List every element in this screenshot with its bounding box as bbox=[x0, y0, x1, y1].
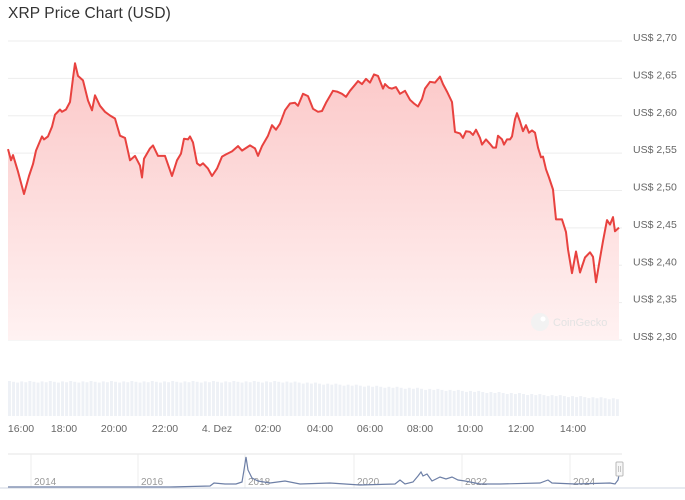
y-tick-label: US$ 2,60 bbox=[633, 107, 677, 119]
x-tick-label: 04:00 bbox=[307, 423, 333, 435]
navigator-year-label: 2014 bbox=[34, 477, 57, 488]
y-tick-label: US$ 2,55 bbox=[633, 144, 677, 156]
navigator-year-label: 2024 bbox=[573, 477, 596, 488]
navigator-year-gridlines: 2014 2016 2018 2020 2022 2024 bbox=[30, 454, 596, 488]
x-tick-label: 16:00 bbox=[8, 423, 34, 435]
x-axis-labels: 16:00 18:00 20:00 22:00 4. Dez 02:00 04:00 06:0… bbox=[8, 423, 586, 435]
x-tick-label: 18:00 bbox=[51, 423, 77, 435]
navigator[interactable]: 2014 2016 2018 2020 2022 2024 bbox=[0, 453, 685, 489]
navigator-range-handle[interactable] bbox=[615, 461, 624, 477]
x-tick-label: 22:00 bbox=[152, 423, 178, 435]
watermark-text: CoinGecko bbox=[553, 317, 607, 329]
y-tick-label: US$ 2,45 bbox=[633, 219, 677, 231]
x-tick-label: 4. Dez bbox=[202, 423, 232, 435]
x-tick-label: 14:00 bbox=[560, 423, 586, 435]
coingecko-logo-eye-icon bbox=[540, 316, 546, 322]
y-tick-label: US$ 2,30 bbox=[633, 331, 677, 343]
x-tick-label: 06:00 bbox=[357, 423, 383, 435]
x-tick-label: 20:00 bbox=[101, 423, 127, 435]
navigator-year-label: 2022 bbox=[465, 477, 488, 488]
x-tick-label: 02:00 bbox=[255, 423, 281, 435]
y-tick-label: US$ 2,50 bbox=[633, 182, 677, 194]
navigator-year-label: 2020 bbox=[357, 477, 380, 488]
y-tick-label: US$ 2,65 bbox=[633, 69, 677, 81]
navigator-year-label: 2016 bbox=[141, 477, 164, 488]
coingecko-watermark: CoinGecko bbox=[531, 313, 607, 331]
price-line[interactable] bbox=[7, 62, 620, 284]
navigator-year-label: 2018 bbox=[248, 477, 271, 488]
y-tick-label: US$ 2,35 bbox=[633, 294, 677, 306]
x-tick-label: 12:00 bbox=[508, 423, 534, 435]
x-tick-label: 08:00 bbox=[407, 423, 433, 435]
y-tick-label: US$ 2,40 bbox=[633, 256, 677, 268]
chart-title: XRP Price Chart (USD) bbox=[8, 5, 171, 22]
coingecko-logo-icon bbox=[531, 313, 549, 331]
y-tick-label: US$ 2,70 bbox=[633, 32, 677, 44]
y-axis-labels: US$ 2,70 US$ 2,65 US$ 2,60 US$ 2,55 US$ 2,50… bbox=[633, 32, 677, 343]
navigator-price-line bbox=[8, 456, 621, 488]
volume-bars bbox=[8, 381, 619, 416]
x-tick-label: 10:00 bbox=[457, 423, 483, 435]
